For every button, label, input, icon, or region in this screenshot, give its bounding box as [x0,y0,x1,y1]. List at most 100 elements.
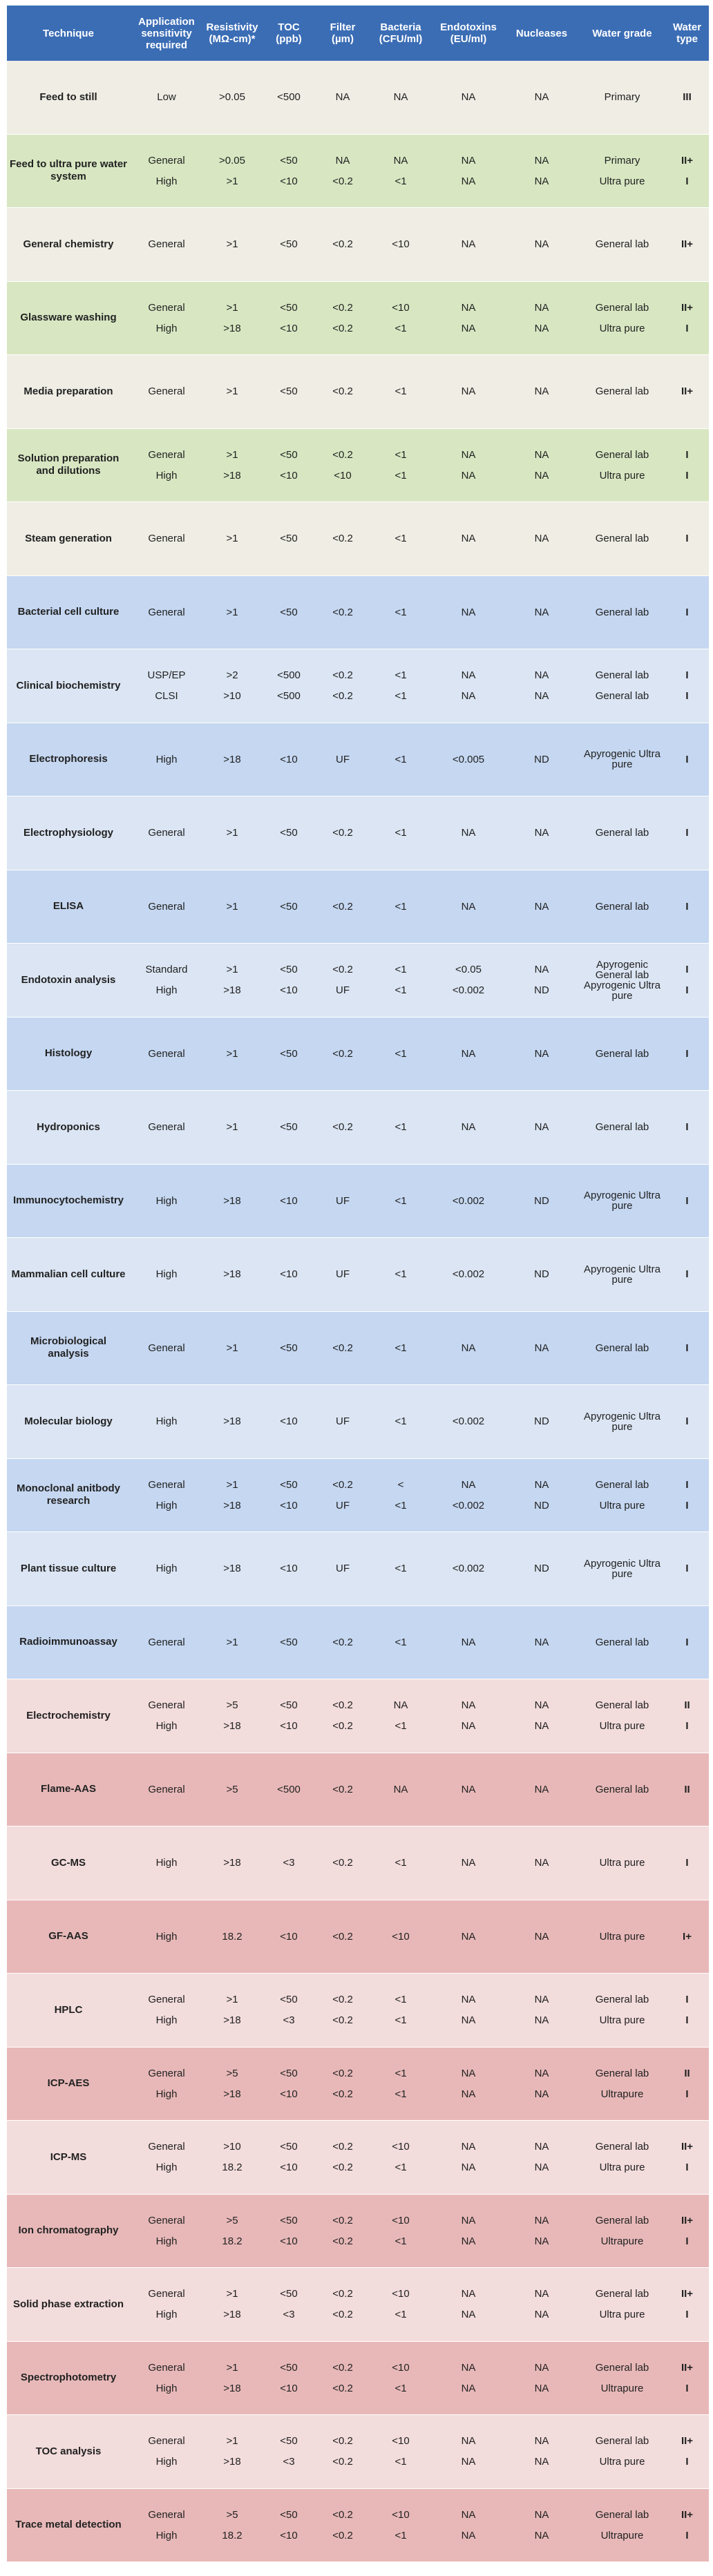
endotoxins-value: NA [461,154,476,166]
water-type-value: I [685,1478,689,1491]
water-grade-cell: General lab Ultra pure [579,429,665,502]
toc-cell: <50 <10 [261,135,316,208]
filter-cell: UF [316,1238,369,1311]
bacteria-value: NA [393,154,408,166]
filter-value: UF [336,984,350,997]
filter-value: <0.2 [332,448,353,461]
resistivity-cell: 18.2 [203,1900,261,1974]
filter-value: <0.2 [332,2162,353,2174]
filter-cell: <0.2 [316,355,369,428]
sensitivity-value: High [155,175,178,187]
filter-cell: <0.2 <10 [316,429,369,502]
nucleases-cell: NA [504,1091,579,1164]
toc-value: <50 [280,1478,298,1491]
water-type-value: II+ [681,2214,694,2226]
toc-value: <10 [280,2162,298,2174]
toc-cell: <500 <500 [261,649,316,723]
bacteria-value: <10 [392,2508,410,2521]
endotoxins-cell: <0.002 [432,1385,504,1458]
technique-cell: Solid phase extraction [12,2298,124,2310]
filter-cell: <0.2 <0.2 [316,2121,369,2194]
header-endotoxins: Endotoxins (EU/ml) [440,21,497,45]
toc-value: <10 [280,1499,298,1511]
endotoxins-value: NA [461,690,476,703]
toc-cell: <50 <10 [261,429,316,502]
table-row: Mammalian cell culture High >18 <10 UF <1 <0.0… [7,1238,709,1312]
sensitivity-cell: General High [130,135,203,208]
water-type-value: I [685,1415,689,1428]
water-grade-value: General lab [595,1699,649,1712]
technique-cell: Glassware washing [20,312,117,324]
endotoxins-value: NA [461,2014,476,2027]
water-grade-value: Apyrogenic General lab [595,958,649,981]
endotoxins-value: NA [461,2361,476,2374]
technique-cell: Histology [44,1047,93,1060]
resistivity-cell: >1 [203,1606,261,1679]
endotoxins-cell: NA NA [432,429,504,502]
water-grade-cell: General lab Ultrapure [579,2342,665,2415]
nucleases-value: NA [534,2162,549,2174]
technique-cell: ELISA [53,900,84,913]
technique-cell: Endotoxin analysis [21,973,116,986]
table-row: Endotoxin analysis Standard High >1 >18 <50 <1… [7,944,709,1018]
nucleases-cell: NA [504,1900,579,1974]
bacteria-value: NA [393,1699,408,1712]
endotoxins-value: NA [461,2309,476,2321]
filter-value: <0.2 [332,1478,353,1491]
table-row: Electrophoresis High >18 <10 UF <1 <0.005 ND Apy… [7,723,709,796]
bacteria-cell: NA [369,1753,432,1826]
sensitivity-value: General [148,385,185,398]
endotoxins-value: NA [461,2162,476,2174]
resistivity-value: >1 [226,900,238,913]
water-grade-value: General lab [595,238,649,251]
water-grade-value: Ultra pure [599,175,645,187]
endotoxins-cell: NA [432,502,504,575]
resistivity-cell: >5 18.2 [203,2489,261,2562]
bacteria-value: <10 [392,301,410,314]
bacteria-cell: <10 <1 [369,282,432,355]
header-bacteria: Bacteria (CFU/ml) [379,21,423,45]
water-type-value: I [685,2382,689,2394]
water-grade-cell: General lab Ultra pure [579,282,665,355]
water-grade-cell: General lab [579,1312,665,1385]
water-type-value: I [685,1121,689,1134]
bacteria-cell: <1 <1 [369,2048,432,2121]
sensitivity-value: General [148,2435,185,2448]
water-type-value: I [685,2235,689,2247]
sensitivity-cell: General [130,502,203,575]
endotoxins-value: <0.002 [452,1194,485,1207]
filter-value: <0.2 [332,2361,353,2374]
resistivity-cell: >1 [203,1091,261,1164]
technique-cell: Electrochemistry [26,1709,111,1721]
resistivity-value: >18 [223,2456,241,2468]
bacteria-cell: <1 [369,355,432,428]
nucleases-cell: NA [504,61,579,134]
resistivity-value: >1 [226,175,238,187]
sensitivity-cell: General High [130,1974,203,2047]
water-grade-value: Ultra pure [599,469,645,481]
bacteria-value: <1 [394,1268,407,1281]
water-type-value: I [685,2162,689,2174]
resistivity-cell: >1 [203,355,261,428]
resistivity-cell: >0.05 [203,61,261,134]
sensitivity-value: General [148,533,185,545]
endotoxins-cell: NA NA [432,2489,504,2562]
filter-value: <0.2 [332,900,353,913]
sensitivity-value: High [155,1930,178,1943]
endotoxins-cell: NA [432,1826,504,1900]
resistivity-cell: >18 [203,1532,261,1605]
table-row: GF-AAS High 18.2 <10 <0.2 <10 NA NA Ultra pure I+ [7,1900,709,1974]
filter-value: <10 [334,469,352,481]
filter-value: <0.2 [332,2141,353,2153]
table-row: Radioimmunoassay General >1 <50 <0.2 <1 NA NA Ge… [7,1605,709,1679]
toc-cell: <50 <10 [261,1679,316,1753]
technique-cell: Molecular biology [24,1415,113,1427]
sensitivity-value: USP/EP [147,669,186,682]
toc-cell: <50 <10 [261,944,316,1017]
water-type-cell: II+ I [665,2195,709,2268]
technique-cell: Feed to still [39,90,97,103]
resistivity-value: >18 [223,2382,241,2394]
water-type-cell: II+ [665,208,709,281]
water-type-cell: II+ I [665,2415,709,2488]
endotoxins-cell: NA NA [432,2268,504,2341]
